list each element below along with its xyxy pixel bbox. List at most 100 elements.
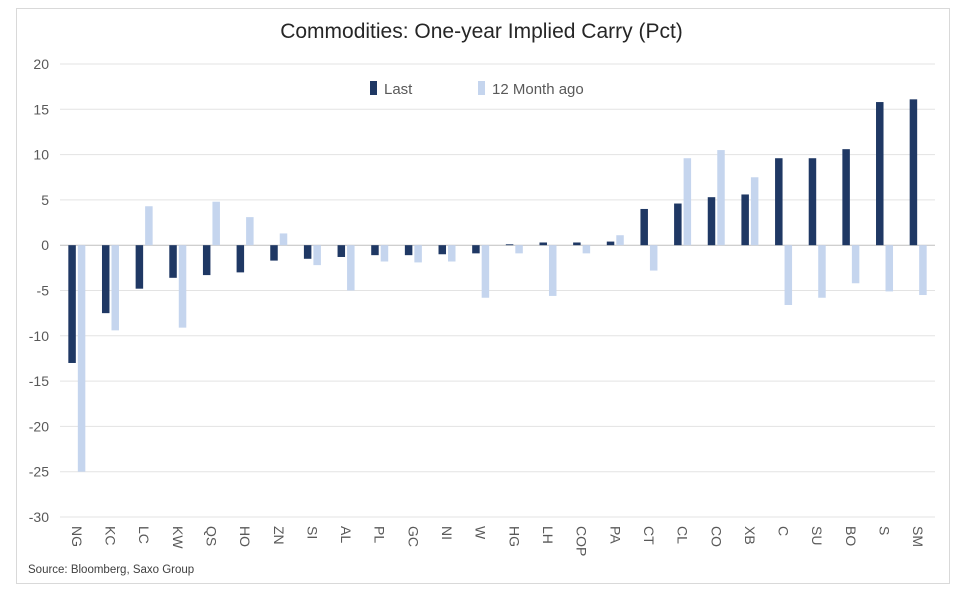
legend: Last 12 Month ago xyxy=(370,81,584,98)
bar-last-w xyxy=(472,245,480,254)
bar-last-ng xyxy=(68,245,76,363)
bar-12m-ago-c xyxy=(784,245,793,305)
bar-last-ct xyxy=(640,208,648,246)
bar-12m-ago-qs xyxy=(212,201,220,246)
source-note: Source: Bloomberg, Saxo Group xyxy=(28,564,195,576)
chart-title: Commodities: One-year Implied Carry (Pct… xyxy=(280,20,683,43)
x-tick-label: HG xyxy=(506,526,522,547)
y-tick-label: 20 xyxy=(33,56,49,72)
x-tick-label: SM xyxy=(910,526,926,547)
y-axis-ticks: 20 15 10 5 0 -5 -10 -15 -20 -25 -30 xyxy=(29,56,49,525)
bar-12m-ago-bo xyxy=(851,245,860,284)
bar-last-pa xyxy=(606,241,615,246)
bar-last-lh xyxy=(539,242,547,246)
x-tick-label: LH xyxy=(540,526,556,544)
y-tick-label: 0 xyxy=(41,237,49,253)
bar-12m-ago-pl xyxy=(380,245,389,262)
x-tick-label: W xyxy=(473,526,489,540)
bar-last-c xyxy=(775,158,783,246)
y-tick-label: -20 xyxy=(29,418,49,434)
bar-12m-ago-cop xyxy=(582,245,591,254)
bar-12m-ago-cl xyxy=(683,158,692,246)
x-tick-label: PA xyxy=(607,526,623,544)
x-tick-label: XB xyxy=(742,526,758,545)
x-tick-label: BO xyxy=(843,526,859,546)
gridlines xyxy=(60,63,935,518)
x-tick-label: QS xyxy=(203,526,219,546)
bar-last-co xyxy=(707,197,716,246)
x-tick-label: ZN xyxy=(271,526,287,545)
bar-12m-ago-si xyxy=(313,245,321,266)
bar-12m-ago-hg xyxy=(515,245,523,254)
y-tick-label: 10 xyxy=(33,147,49,163)
bar-12m-ago-s xyxy=(885,245,894,292)
bar-last-cop xyxy=(573,242,581,246)
x-tick-label: NG xyxy=(69,526,85,547)
bar-12m-ago-ni xyxy=(448,245,456,262)
x-tick-label: C xyxy=(776,526,792,536)
x-tick-label: CL xyxy=(675,526,691,544)
bar-last-lc xyxy=(135,245,144,289)
bar-12m-ago-co xyxy=(717,150,725,246)
x-tick-label: AL xyxy=(338,526,354,543)
legend-swatch-12m-ago xyxy=(478,81,485,95)
bar-last-su xyxy=(808,158,817,246)
bar-12m-ago-gc xyxy=(414,245,422,263)
x-tick-label: PL xyxy=(372,526,388,543)
bar-last-ho xyxy=(236,245,245,273)
x-axis-ticks: NG KC LC KW QS HO ZN SI AL PL GC NI W HG LH COP PA CT CL CO… xyxy=(69,526,926,556)
bar-12m-ago-w xyxy=(481,245,490,298)
bar-12m-ago-zn xyxy=(279,233,288,246)
bar-last-pl xyxy=(371,245,379,256)
y-tick-label: 5 xyxy=(41,192,49,208)
bar-last-qs xyxy=(202,245,211,276)
bar-12m-ago-xb xyxy=(750,177,759,246)
y-tick-label: -5 xyxy=(37,283,50,299)
legend-swatch-last xyxy=(370,81,377,95)
bar-12m-ago-sm xyxy=(919,245,927,296)
y-tick-label: -30 xyxy=(29,509,49,525)
legend-label-12m-ago: 12 Month ago xyxy=(492,81,584,98)
bar-12m-ago-ct xyxy=(649,245,658,271)
bar-12m-ago-kw xyxy=(178,245,187,328)
bar-12m-ago-al xyxy=(347,245,355,291)
bar-12m-ago-lh xyxy=(548,245,557,296)
x-tick-label: SI xyxy=(304,526,320,539)
bar-12m-ago-ho xyxy=(246,217,254,246)
bar-last-ni xyxy=(438,245,447,255)
bar-last-kw xyxy=(169,245,177,278)
x-tick-label: KC xyxy=(102,526,118,545)
bar-last-al xyxy=(337,245,346,257)
x-tick-label: KW xyxy=(170,526,186,549)
bar-12m-ago-ng xyxy=(77,245,86,472)
bar-last-zn xyxy=(270,245,278,261)
bar-12m-ago-lc xyxy=(145,206,153,246)
bar-last-bo xyxy=(842,149,850,246)
bar-last-sm xyxy=(909,99,918,246)
bar-last-hg xyxy=(505,244,514,246)
legend-label-last: Last xyxy=(384,81,413,98)
x-tick-label: S xyxy=(877,526,893,535)
x-tick-label: GC xyxy=(405,526,421,547)
y-tick-label: -25 xyxy=(29,464,49,480)
x-tick-label: LC xyxy=(136,526,152,544)
x-tick-label: CO xyxy=(708,526,724,547)
bar-12m-ago-pa xyxy=(616,235,624,246)
x-tick-label: COP xyxy=(574,526,590,556)
bar-last-gc xyxy=(404,245,413,256)
y-tick-label: -15 xyxy=(29,373,49,389)
bar-last-xb xyxy=(741,194,749,246)
x-tick-label: NI xyxy=(439,526,455,540)
y-tick-label: 15 xyxy=(33,101,49,117)
bar-12m-ago-su xyxy=(818,245,826,298)
x-tick-label: HO xyxy=(237,526,253,547)
bar-last-kc xyxy=(101,245,110,314)
y-tick-label: -10 xyxy=(29,328,49,344)
bar-last-s xyxy=(876,102,884,246)
x-tick-label: CT xyxy=(641,526,657,545)
bar-last-si xyxy=(303,245,312,259)
x-tick-label: SU xyxy=(809,526,825,545)
bar-12m-ago-kc xyxy=(111,245,119,331)
bar-last-cl xyxy=(674,203,682,246)
